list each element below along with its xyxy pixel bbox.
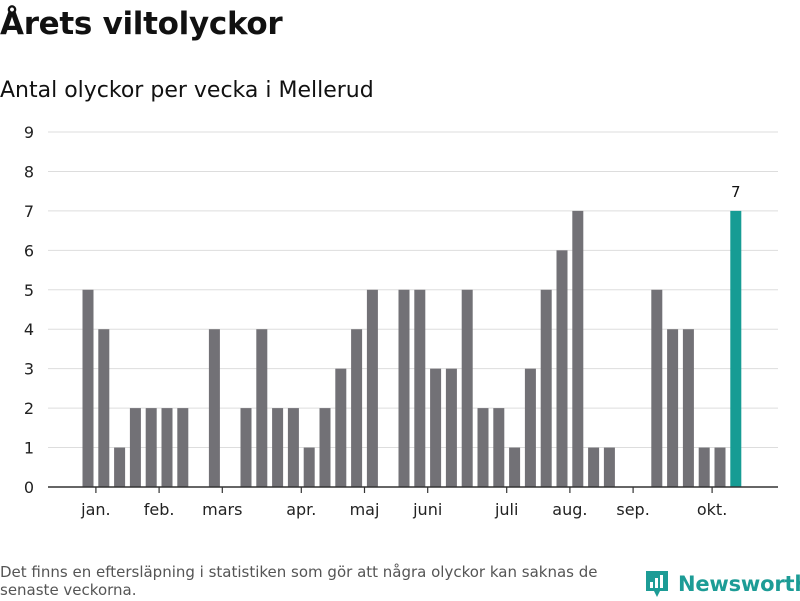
x-tick-label: okt. bbox=[697, 500, 727, 519]
bar bbox=[603, 447, 615, 487]
x-tick-label: sep. bbox=[616, 500, 649, 519]
bars bbox=[82, 210, 742, 487]
x-tick-label: apr. bbox=[286, 500, 316, 519]
y-tick-label: 4 bbox=[24, 320, 34, 339]
chart-subtitle: Antal olyckor per vecka i Mellerud bbox=[0, 78, 374, 103]
bar bbox=[82, 289, 94, 487]
y-tick-label: 1 bbox=[24, 439, 34, 458]
bar bbox=[667, 329, 679, 487]
bar bbox=[461, 289, 473, 487]
bar-chart: 0 1 2 3 4 5 6 7 8 9 jan. feb. mars apr. maj juni juli aug… bbox=[24, 123, 778, 519]
bar bbox=[445, 368, 457, 487]
bar bbox=[714, 447, 726, 487]
bar bbox=[98, 329, 110, 487]
x-tick-label: maj bbox=[350, 500, 380, 519]
bar bbox=[682, 329, 694, 487]
bar bbox=[430, 368, 442, 487]
bar bbox=[366, 289, 378, 487]
y-tick-label: 0 bbox=[24, 478, 34, 497]
bar bbox=[129, 408, 141, 487]
bar bbox=[351, 329, 363, 487]
y-tick-label: 2 bbox=[24, 399, 34, 418]
brand-name: Newsworthy bbox=[678, 572, 800, 596]
bar bbox=[256, 329, 268, 487]
bar bbox=[398, 289, 410, 487]
highlight-bar bbox=[730, 210, 742, 487]
bar bbox=[287, 408, 299, 487]
bar bbox=[177, 408, 189, 487]
axes: 0 1 2 3 4 5 6 7 8 9 jan. feb. mars apr. maj juni juli aug… bbox=[24, 123, 778, 519]
brand-logo[interactable]: Newsworthy bbox=[644, 567, 800, 601]
x-tick-label: jan. bbox=[80, 500, 110, 519]
y-tick-label: 8 bbox=[24, 162, 34, 181]
bar bbox=[509, 447, 521, 487]
bar bbox=[114, 447, 126, 487]
bar bbox=[477, 408, 489, 487]
y-tick-label: 3 bbox=[24, 360, 34, 379]
chart-title: Årets viltolyckor bbox=[0, 6, 283, 42]
bar bbox=[572, 210, 584, 487]
newsworthy-icon bbox=[646, 571, 668, 597]
bar bbox=[208, 329, 220, 487]
y-tick-label: 5 bbox=[24, 281, 34, 300]
bar bbox=[588, 447, 600, 487]
highlight-data-label: 7 bbox=[731, 183, 741, 201]
bar bbox=[145, 408, 157, 487]
bar bbox=[540, 289, 552, 487]
bar bbox=[556, 250, 568, 487]
bar bbox=[493, 408, 505, 487]
x-tick-label: juli bbox=[494, 500, 518, 519]
bar bbox=[319, 408, 331, 487]
bar bbox=[524, 368, 536, 487]
bar bbox=[414, 289, 426, 487]
x-tick-label: juni bbox=[412, 500, 442, 519]
y-tick-label: 6 bbox=[24, 241, 34, 260]
bar bbox=[651, 289, 663, 487]
bar bbox=[303, 447, 315, 487]
bar bbox=[240, 408, 252, 487]
x-tick-label: aug. bbox=[552, 500, 587, 519]
x-tick-label: mars bbox=[202, 500, 242, 519]
bar bbox=[335, 368, 347, 487]
y-tick-label: 9 bbox=[24, 123, 34, 142]
bar bbox=[161, 408, 173, 487]
bar bbox=[698, 447, 710, 487]
bar bbox=[272, 408, 284, 487]
footnote: Det finns en eftersläpning i statistiken… bbox=[0, 563, 598, 599]
x-tick-label: feb. bbox=[144, 500, 175, 519]
y-tick-label: 7 bbox=[24, 202, 34, 221]
